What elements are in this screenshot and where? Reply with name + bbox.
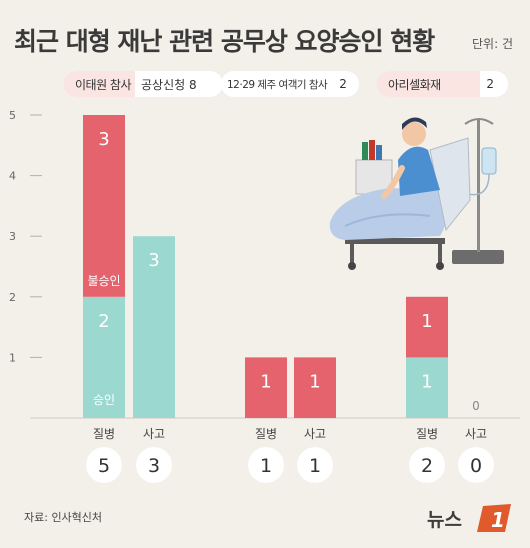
total-label-1-1: 1 — [309, 455, 321, 477]
total-circle-2-1 — [458, 447, 494, 483]
y-tick-label-2: 2 — [9, 291, 16, 304]
category-label-0-0: 질병 — [93, 427, 115, 441]
pill-value-jeju: 2 — [339, 77, 347, 91]
label-rejected-name: 불승인 — [87, 274, 120, 288]
logo-mark: 1 — [491, 508, 505, 532]
bar-rejected-0-0 — [83, 115, 125, 297]
total-circle-1-0 — [248, 447, 284, 483]
value-label-rejected-1-1: 1 — [309, 371, 320, 392]
source-note: 자료: 인사혁신처 — [24, 511, 103, 524]
category-label-2-1: 사고 — [465, 427, 487, 441]
value-label-approved-0-0: 2 — [98, 311, 109, 332]
bar-rejected-1-0 — [245, 357, 287, 418]
total-circle-0-1 — [136, 447, 172, 483]
legend-pill-jeju: 12·29 제주 여객기 참사 2 — [221, 71, 359, 97]
total-circle-0-0 — [86, 447, 122, 483]
logo-text: 뉴스 — [427, 509, 462, 531]
category-label-1-0: 질병 — [255, 427, 277, 441]
legend-pill-itaewon: 이태원 참사 공상신청 8 — [63, 71, 223, 97]
total-label-2-0: 2 — [421, 455, 433, 477]
news1-logo: 뉴스 1 — [427, 504, 511, 532]
pill-value-aricell: 2 — [486, 77, 494, 91]
value-label-rejected-1-0: 1 — [260, 371, 271, 392]
y-tick-label-5: 5 — [9, 109, 16, 122]
chart-title: 최근 대형 재난 관련 공무상 요양승인 현황 — [14, 27, 435, 56]
legend-pill-aricell: 아리셀화재 2 — [376, 71, 508, 97]
label-approved-name: 승인 — [93, 393, 115, 407]
bar-rejected-2-0 — [406, 296, 448, 358]
total-label-0-0: 5 — [98, 455, 110, 477]
total-label-0-1: 3 — [148, 455, 160, 477]
y-tick-label-4: 4 — [9, 170, 16, 183]
chart-bars — [83, 115, 448, 418]
bar-approved-0-0 — [83, 296, 125, 418]
value-label-approved-2-0: 1 — [421, 371, 432, 392]
bar-approved-2-0 — [406, 357, 448, 418]
category-label-2-0: 질병 — [416, 427, 438, 441]
total-label-1-0: 1 — [260, 455, 272, 477]
bar-rejected-1-1 — [294, 357, 336, 418]
pill-label-itaewon: 이태원 참사 — [63, 71, 136, 97]
category-label-0-1: 사고 — [143, 427, 165, 441]
hospital-bed-illustration — [329, 117, 504, 270]
value-label-rejected-0-0: 3 — [98, 129, 109, 150]
category-label-1-1: 사고 — [304, 427, 326, 441]
value-label-rejected-2-0: 1 — [421, 311, 432, 332]
pill-label-jeju: 12·29 제주 여객기 참사 — [221, 71, 334, 97]
pill-value-itaewon: 공상신청 8 — [141, 77, 197, 92]
pill-label-aricell: 아리셀화재 — [376, 71, 481, 97]
total-circle-1-1 — [297, 447, 333, 483]
y-tick-label-3: 3 — [9, 230, 16, 243]
value-label-approved-0-1: 3 — [148, 250, 159, 271]
total-circle-2-0 — [409, 447, 445, 483]
unit-label: 단위: 건 — [472, 37, 513, 51]
bar-approved-0-1 — [133, 236, 175, 418]
total-label-2-1: 0 — [470, 455, 482, 477]
y-tick-label-1: 1 — [9, 351, 16, 364]
value-label-zero-2-1: 0 — [472, 399, 480, 413]
